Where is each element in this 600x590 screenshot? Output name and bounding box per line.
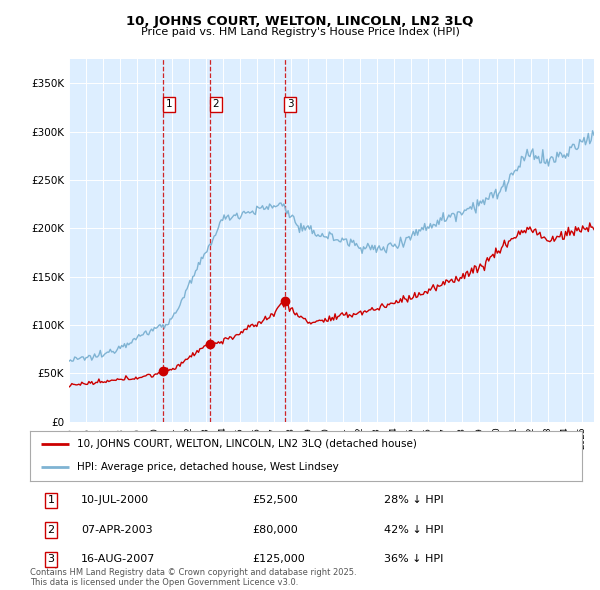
Text: 07-APR-2003: 07-APR-2003	[81, 525, 152, 535]
Text: £52,500: £52,500	[252, 496, 298, 505]
Text: 16-AUG-2007: 16-AUG-2007	[81, 555, 155, 564]
Text: 2: 2	[47, 525, 55, 535]
Text: Price paid vs. HM Land Registry's House Price Index (HPI): Price paid vs. HM Land Registry's House …	[140, 27, 460, 37]
Text: 10, JOHNS COURT, WELTON, LINCOLN, LN2 3LQ (detached house): 10, JOHNS COURT, WELTON, LINCOLN, LN2 3L…	[77, 439, 417, 449]
Text: HPI: Average price, detached house, West Lindsey: HPI: Average price, detached house, West…	[77, 463, 338, 473]
Text: Contains HM Land Registry data © Crown copyright and database right 2025.
This d: Contains HM Land Registry data © Crown c…	[30, 568, 356, 587]
Text: 2: 2	[212, 99, 219, 109]
Text: 10-JUL-2000: 10-JUL-2000	[81, 496, 149, 505]
Text: 1: 1	[47, 496, 55, 505]
Text: 42% ↓ HPI: 42% ↓ HPI	[384, 525, 443, 535]
Text: 36% ↓ HPI: 36% ↓ HPI	[384, 555, 443, 564]
Text: 1: 1	[166, 99, 172, 109]
Text: 3: 3	[287, 99, 293, 109]
Text: 28% ↓ HPI: 28% ↓ HPI	[384, 496, 443, 505]
Text: £125,000: £125,000	[252, 555, 305, 564]
Text: £80,000: £80,000	[252, 525, 298, 535]
Text: 3: 3	[47, 555, 55, 564]
Text: 10, JOHNS COURT, WELTON, LINCOLN, LN2 3LQ: 10, JOHNS COURT, WELTON, LINCOLN, LN2 3L…	[127, 15, 473, 28]
